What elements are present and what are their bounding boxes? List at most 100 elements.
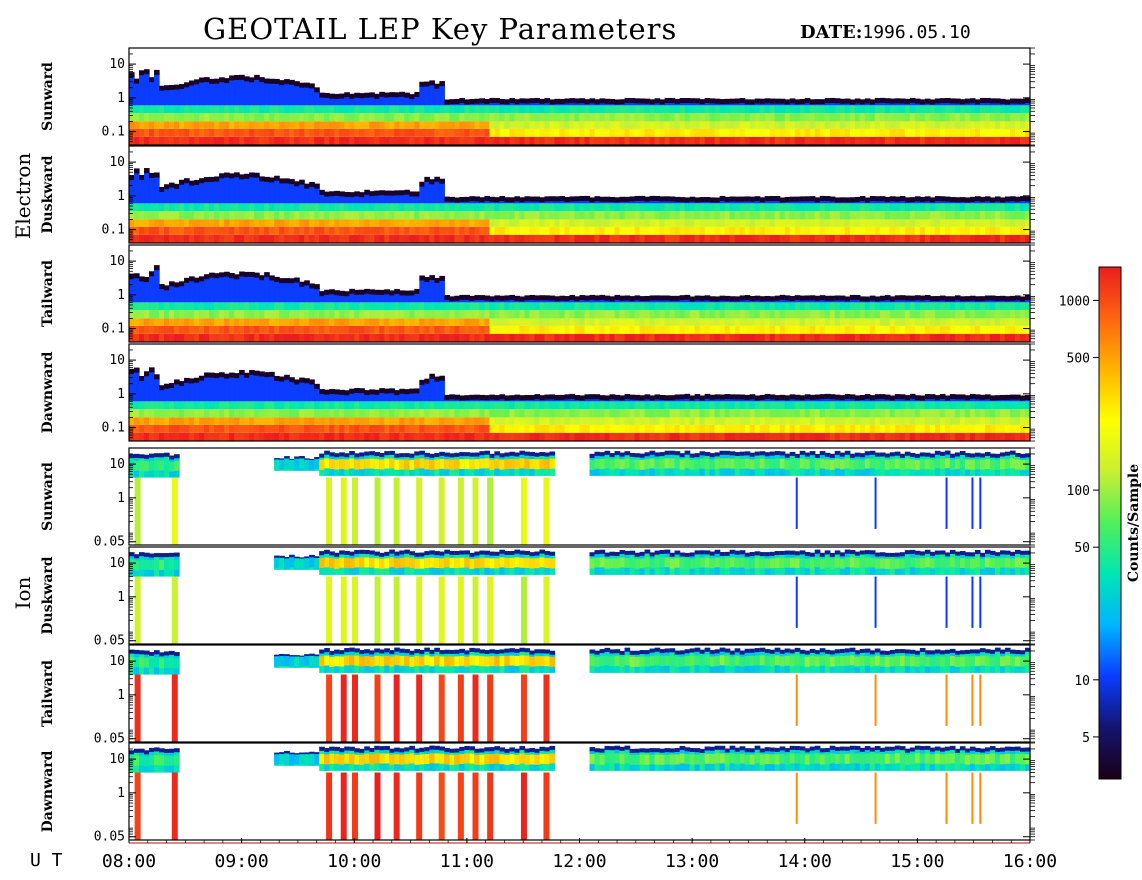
heat-cell: [144, 73, 150, 106]
heat-cell: [594, 234, 601, 243]
heat-cell: [184, 234, 190, 243]
heat-cell: [504, 203, 511, 212]
heat-cell: [874, 310, 881, 319]
heat-cell: [309, 83, 315, 89]
heat-cell: [229, 113, 235, 122]
heat-cell: [374, 333, 380, 342]
heat-cell: [1019, 113, 1026, 122]
heat-cell: [739, 136, 746, 145]
heat-cell: [449, 196, 455, 202]
heat-cell: [254, 432, 260, 441]
heat-cell: [774, 196, 781, 202]
heat-cell: [559, 424, 566, 433]
heat-cell: [824, 203, 831, 212]
heat-cell: [354, 391, 360, 402]
heat-cell: [459, 211, 465, 220]
heat-cell: [384, 234, 390, 243]
heat-cell: [604, 295, 611, 301]
heat-cell: [529, 203, 536, 212]
heat-cell: [604, 98, 611, 104]
heat-cell: [839, 203, 846, 212]
heat-cell: [294, 136, 300, 145]
heat-cell: [899, 128, 906, 137]
heat-cell: [714, 197, 721, 203]
heat-cell: [224, 401, 230, 410]
heat-cell: [414, 226, 420, 235]
heat-cell: [369, 234, 375, 243]
heat-cell: [569, 136, 576, 145]
heat-cell: [484, 295, 490, 301]
heat-cell: [524, 333, 531, 342]
heat-cell: [599, 424, 606, 433]
heat-cell: [599, 234, 606, 243]
heat-cell: [789, 219, 796, 227]
heat-cell: [404, 290, 410, 296]
heat-cell: [349, 105, 355, 114]
heat-cell: [334, 136, 340, 145]
heat-cell: [299, 113, 305, 122]
heat-cell: [404, 226, 410, 235]
heat-cell: [1004, 302, 1011, 311]
heat-cell: [964, 325, 971, 334]
heat-cell: [879, 196, 886, 202]
heat-cell: [244, 302, 250, 311]
heat-cell: [214, 226, 220, 235]
heat-cell: [584, 226, 591, 235]
heat-cell: [604, 401, 611, 410]
heat-cell: [324, 310, 330, 319]
heat-cell: [214, 302, 220, 311]
heat-cell: [294, 81, 300, 87]
heat-cell: [234, 302, 240, 311]
heat-cell: [479, 417, 485, 425]
heat-cell: [144, 424, 150, 433]
heat-cell: [734, 226, 741, 235]
heat-cell: [719, 417, 726, 425]
heat-cell: [559, 203, 566, 212]
heat-cell: [854, 136, 861, 145]
heat-cell: [374, 424, 380, 433]
heat-cell: [864, 197, 871, 203]
heat-cell: [254, 370, 260, 376]
heat-cell: [269, 275, 275, 281]
heat-cell: [494, 333, 501, 342]
heat-cell: [184, 432, 190, 441]
heat-cell: [329, 195, 335, 204]
heat-cell: [809, 226, 816, 235]
heat-cell: [659, 234, 666, 243]
heat-cell: [849, 211, 856, 220]
heat-cell: [824, 211, 831, 220]
heat-cell: [434, 409, 440, 418]
heat-cell: [149, 325, 155, 334]
heat-cell: [634, 302, 641, 311]
heat-cell: [934, 196, 941, 202]
heat-cell: [219, 203, 225, 212]
heat-cell: [699, 295, 706, 301]
heat-cell: [299, 105, 305, 114]
heat-cell: [769, 310, 776, 319]
heat-cell: [559, 295, 566, 301]
heat-cell: [379, 121, 385, 129]
heat-cell: [239, 226, 245, 235]
heat-cell: [349, 310, 355, 319]
heat-cell: [204, 409, 210, 418]
heat-cell: [819, 417, 826, 425]
heat-cell: [794, 295, 801, 301]
heat-cell: [664, 196, 671, 202]
heat-cell: [859, 211, 866, 220]
heat-cell: [889, 136, 896, 145]
heat-cell: [754, 136, 761, 145]
heat-cell: [769, 302, 776, 311]
heat-cell: [964, 226, 971, 235]
heat-cell: [139, 302, 145, 311]
heat-cell: [409, 203, 415, 212]
heat-cell: [889, 318, 896, 326]
heat-cell: [334, 93, 340, 99]
heat-cell: [939, 196, 946, 202]
heat-cell: [209, 417, 215, 425]
heat-cell: [469, 318, 475, 326]
heat-cell: [609, 325, 616, 334]
heat-cell: [809, 333, 816, 342]
heat-cell: [544, 325, 551, 334]
heat-cell: [359, 302, 365, 311]
heat-cell: [939, 325, 946, 334]
